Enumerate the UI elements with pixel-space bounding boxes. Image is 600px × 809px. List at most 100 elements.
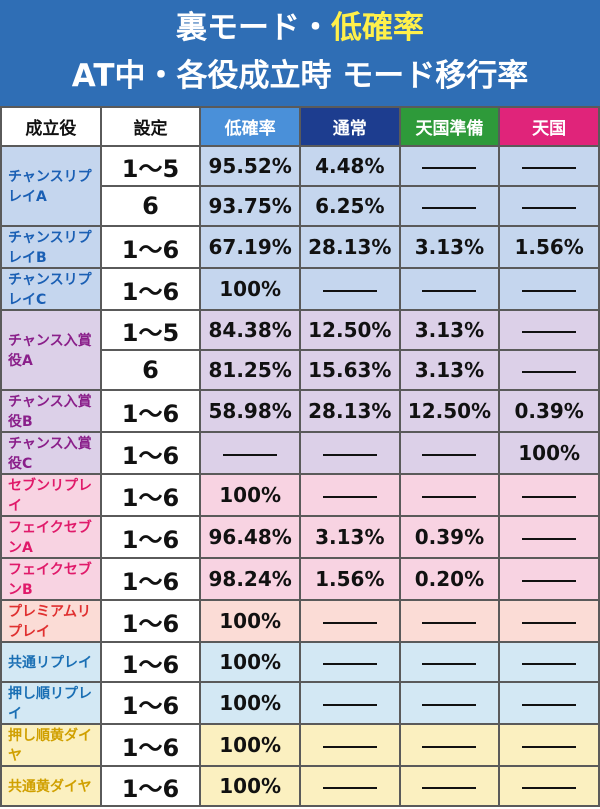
rate-cell: 0.39% (398, 515, 501, 559)
empty-value-cell (498, 641, 600, 683)
empty-value-cell (498, 681, 600, 725)
rate-cell: 12.50% (298, 309, 401, 351)
table-header-row: 成立役 設定 低確率 通常 天国準備 天国 (0, 106, 600, 147)
dash-mark (422, 786, 477, 789)
role-cell: 共通リプレイ (0, 641, 102, 683)
title-line-1: 裏モード・低確率 (0, 8, 600, 48)
empty-value-cell (498, 515, 600, 559)
column-header: 天国 (498, 106, 600, 147)
rate-cell: 81.25% (199, 349, 301, 391)
empty-value-cell (398, 267, 501, 311)
title-line-2: AT中・各役成立時 モード移行率 (71, 58, 529, 94)
empty-value-cell (298, 267, 401, 311)
role-cell: 共通黄ダイヤ (0, 765, 102, 807)
empty-value-cell (498, 145, 600, 187)
table-row: プレミアムリプレイ 1～6 100% (0, 599, 600, 643)
setting-cell: 1～6 (99, 267, 202, 311)
table-row: 共通リプレイ 1～6 100% (0, 641, 600, 683)
column-header: 成立役 (0, 106, 102, 147)
table-row: フェイクセブンA 1～6 96.48% 3.13% 0.39% (0, 515, 600, 559)
rate-cell: 1.56% (498, 225, 600, 269)
dash-mark (522, 289, 577, 292)
rate-cell: 93.75% (199, 185, 301, 227)
dash-mark (322, 621, 377, 624)
empty-value-cell (398, 473, 501, 517)
empty-value-cell (398, 765, 501, 807)
rate-cell: 3.13% (398, 309, 501, 351)
setting-cell: 1～5 (99, 309, 202, 351)
table-row: チャンスリプレイA 1～5 95.52% 4.48% (0, 145, 600, 227)
rate-cell: 100% (199, 723, 301, 767)
rate-cell: 100% (199, 267, 301, 311)
column-header: 設定 (99, 106, 202, 147)
dash-mark (522, 579, 577, 582)
empty-value-cell (498, 765, 600, 807)
page-title: 裏モード・低確率 AT中・各役成立時 モード移行率 (0, 0, 600, 106)
dash-mark (522, 330, 577, 333)
table-row: 押し順黄ダイヤ 1～6 100% (0, 723, 600, 767)
setting-cell: 1～6 (99, 225, 202, 269)
setting-cell: 1～6 (99, 557, 202, 601)
empty-value-cell (398, 599, 501, 643)
role-cell: フェイクセブンB (0, 557, 102, 601)
empty-value-cell (298, 599, 401, 643)
column-header: 通常 (298, 106, 401, 147)
table-row: チャンス入賞役A 1～5 84.38% 12.50% 3.13% (0, 309, 600, 391)
table-row: 6 93.75% 6.25% (1, 185, 600, 227)
rate-cell: 84.38% (199, 309, 301, 351)
rate-cell: 58.98% (199, 389, 301, 433)
dash-mark (522, 662, 577, 665)
empty-value-cell (398, 723, 501, 767)
rate-cell: 100% (199, 599, 301, 643)
dash-mark (422, 289, 477, 292)
rate-cell: 28.13% (298, 225, 401, 269)
rate-cell: 67.19% (199, 225, 301, 269)
dash-mark (322, 289, 377, 292)
setting-cell: 1～6 (99, 389, 202, 433)
role-cell: チャンス入賞役B (0, 389, 102, 433)
dash-mark (422, 621, 477, 624)
setting-cell: 1～6 (99, 515, 202, 559)
rate-cell: 0.20% (398, 557, 501, 601)
dash-mark (322, 745, 377, 748)
dash-mark (422, 166, 477, 169)
role-cell: プレミアムリプレイ (0, 599, 102, 643)
table-row: チャンスリプレイC 1～6 100% (0, 267, 600, 311)
rate-cell: 100% (498, 431, 600, 475)
role-cell: チャンスリプレイB (0, 225, 102, 269)
dash-mark (522, 786, 577, 789)
empty-value-cell (498, 599, 600, 643)
rate-cell: 96.48% (199, 515, 301, 559)
setting-cell: 6 (99, 349, 202, 391)
dash-mark (522, 495, 577, 498)
empty-value-cell (298, 473, 401, 517)
empty-value-cell (199, 431, 301, 475)
empty-value-cell (498, 185, 600, 227)
empty-value-cell (398, 681, 501, 725)
dash-mark (322, 662, 377, 665)
rate-cell: 3.13% (398, 225, 501, 269)
dash-mark (422, 206, 477, 209)
empty-value-cell (298, 765, 401, 807)
dash-mark (522, 745, 577, 748)
setting-cell: 1～6 (99, 765, 202, 807)
table-row: チャンス入賞役B 1～6 58.98% 28.13% 12.50% 0.39% (0, 389, 600, 433)
dash-mark (322, 495, 377, 498)
empty-value-cell (398, 145, 501, 187)
column-header: 低確率 (199, 106, 301, 147)
setting-cell: 6 (99, 185, 202, 227)
dash-mark (522, 703, 577, 706)
empty-value-cell (498, 557, 600, 601)
dash-mark (522, 621, 577, 624)
dash-mark (522, 370, 577, 373)
mode-transition-table: 成立役 設定 低確率 通常 天国準備 天国 チャンスリプレイA 1～5 95.52% 4.48%… (0, 106, 600, 807)
empty-value-cell (498, 309, 600, 351)
table-row: 共通黄ダイヤ 1～6 100% (0, 765, 600, 807)
dash-mark (522, 537, 577, 540)
rate-cell: 100% (199, 681, 301, 725)
setting-cell: 1～5 (99, 145, 202, 187)
dash-mark (223, 453, 278, 456)
dash-mark (422, 662, 477, 665)
empty-value-cell (498, 723, 600, 767)
column-header: 天国準備 (398, 106, 501, 147)
